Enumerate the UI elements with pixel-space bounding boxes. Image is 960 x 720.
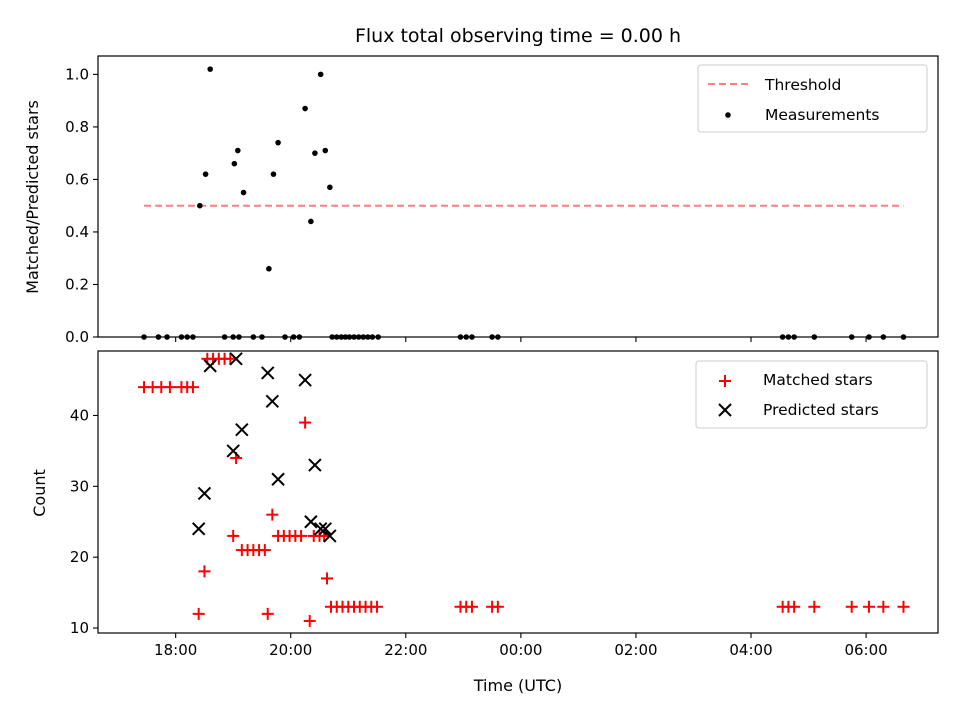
top-y-tick-label: 1.0 — [65, 65, 89, 83]
measurement-point — [275, 139, 281, 146]
matched-star-point — [261, 607, 274, 620]
predicted-star-point — [304, 515, 318, 529]
x-tick-label: 20:00 — [269, 641, 312, 659]
legend-matched-swatch — [719, 375, 731, 387]
predicted-star-point — [203, 359, 217, 373]
top-y-tick-label: 0.0 — [65, 328, 89, 346]
bottom-panel: 10 20 30 40 18:00 20:00 22:00 00:00 02:00 04:00 0… — [30, 350, 939, 695]
matched-star-point — [266, 508, 279, 521]
measurement-point — [270, 171, 277, 177]
top-x-axis-ticks — [175, 337, 867, 342]
measurement-point — [197, 202, 203, 209]
matched-star-point — [491, 600, 504, 613]
predicted-star-point — [229, 352, 243, 366]
top-legend-box — [697, 64, 928, 133]
top-axes-frame — [97, 55, 939, 338]
x-tick-label: 02:00 — [614, 641, 657, 659]
matched-star-point — [186, 381, 199, 394]
matched-star-point — [371, 600, 384, 613]
predicted-star-point — [308, 458, 322, 472]
matched-star-point — [299, 416, 312, 429]
matched-star-point — [303, 614, 316, 627]
measurement-point — [202, 171, 209, 177]
matched-star-point — [258, 544, 271, 557]
top-y-tick-label: 0.2 — [65, 275, 89, 293]
measurement-point — [322, 147, 329, 154]
predicted-star-point — [197, 486, 212, 501]
measurement-point — [317, 71, 324, 78]
legend-predicted-swatch — [718, 403, 732, 417]
top-y-tick-label: 0.4 — [65, 223, 89, 241]
bottom-y-axis-ticks: 10 20 30 40 — [70, 406, 98, 637]
matched-star-point — [198, 565, 211, 578]
matched-star-point — [465, 600, 478, 613]
x-axis-label: Time (UTC) — [473, 676, 562, 695]
legend-matched-label: Matched stars — [763, 371, 873, 389]
top-y-tick-label: 0.6 — [65, 170, 89, 188]
measurement-point — [312, 150, 318, 156]
matched-star-point — [163, 381, 176, 394]
measurement-point — [240, 189, 247, 196]
predicted-star-point — [271, 472, 285, 486]
top-y-axis-ticks: 0.0 0.2 0.4 0.6 0.8 1.0 — [65, 65, 98, 346]
matched-star-point — [897, 600, 910, 613]
predicted-star-point — [313, 522, 328, 536]
predicted-star-point — [298, 373, 312, 387]
legend-measurements-label: Measurements — [765, 106, 880, 124]
bottom-legend-box — [695, 360, 928, 429]
matched-star-point — [788, 600, 801, 613]
predicted-star-point — [226, 444, 240, 458]
measurement-point — [207, 66, 213, 72]
bottom-plot-area — [138, 352, 910, 627]
chart-title: Flux total observing time = 0.00 h — [355, 25, 681, 47]
x-tick-label: 06:00 — [844, 641, 887, 659]
predicted-star-point — [235, 422, 249, 437]
top-y-axis-label: Matched/Predicted stars — [23, 100, 42, 294]
matched-star-point — [862, 600, 875, 613]
measurement-point — [235, 147, 241, 154]
bottom-y-axis-label: Count — [30, 469, 49, 517]
top-panel: 0.0 0.2 0.4 0.6 0.8 1.0 Matched/Predicted sta… — [23, 55, 939, 346]
bottom-x-axis-ticks: 18:00 20:00 22:00 00:00 02:00 04:00 06:00 — [154, 633, 888, 659]
measurement-point — [231, 160, 238, 167]
predicted-star-point — [323, 529, 337, 543]
measurement-point — [266, 265, 272, 272]
top-y-tick-label: 0.8 — [65, 118, 89, 136]
bottom-y-tick-label: 30 — [70, 477, 89, 495]
x-tick-label: 04:00 — [729, 641, 772, 659]
matched-star-point — [227, 529, 240, 542]
measurement-point — [327, 184, 333, 191]
x-tick-label: 18:00 — [154, 641, 197, 659]
matched-star-point — [845, 600, 858, 613]
x-tick-label: 00:00 — [499, 641, 542, 659]
legend-measurements-swatch — [725, 112, 731, 118]
predicted-star-point — [191, 522, 206, 536]
predicted-star-point — [318, 522, 332, 536]
top-legend: Threshold Measurements — [697, 64, 928, 133]
matched-star-point — [877, 600, 890, 613]
bottom-legend: Matched stars Predicted stars — [695, 360, 928, 429]
bottom-y-tick-label: 10 — [70, 619, 89, 637]
matched-star-point — [295, 529, 308, 542]
bottom-axes-frame — [97, 350, 939, 634]
matched-star-point — [224, 352, 237, 365]
bottom-y-tick-label: 40 — [70, 406, 89, 424]
legend-predicted-label: Predicted stars — [763, 401, 879, 419]
matched-star-point — [192, 607, 205, 620]
predicted-star-point — [261, 366, 275, 380]
x-tick-label: 22:00 — [384, 641, 427, 659]
legend-threshold-label: Threshold — [764, 76, 841, 94]
bottom-y-tick-label: 20 — [70, 548, 89, 566]
matched-star-point — [320, 572, 333, 585]
matched-star-point — [808, 600, 821, 613]
measurement-point — [302, 105, 308, 112]
predicted-star-point — [265, 394, 280, 409]
measurement-point — [308, 218, 314, 225]
